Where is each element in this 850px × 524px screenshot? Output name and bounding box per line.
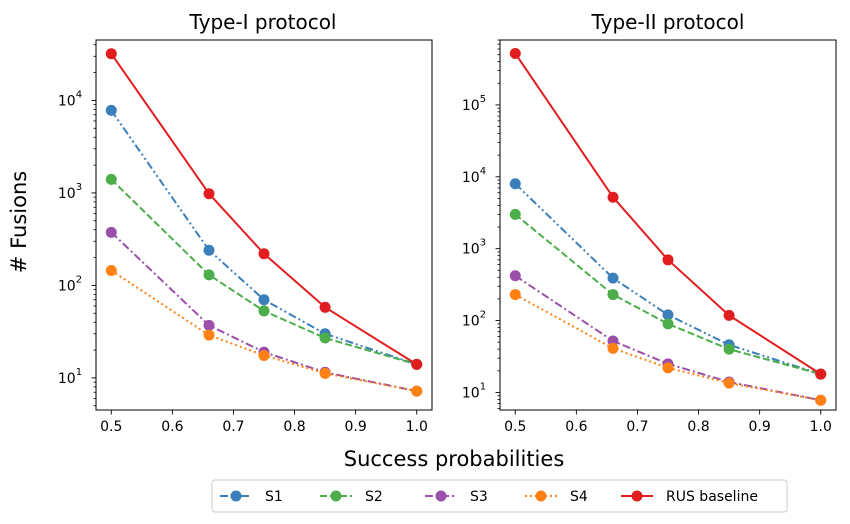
data-point-s2 (319, 332, 331, 344)
panel-type-i: Type-I protocol 101 102 103 104 0.5 0.6 0.7 0.8… (58, 10, 433, 435)
plot-frame (95, 39, 433, 411)
x-tick-label: 0.5 (504, 419, 526, 435)
data-point-s2 (105, 173, 117, 185)
x-tick-label: 0.8 (687, 419, 709, 435)
data-point-s4 (411, 385, 423, 397)
legend-marker-s4 (535, 490, 547, 502)
x-tick-label: 0.9 (749, 419, 771, 435)
data-point-s2 (258, 305, 270, 317)
legend-label-s1: S1 (265, 489, 283, 505)
data-point-rus (203, 188, 215, 200)
data-point-s1 (509, 178, 521, 190)
data-point-rus (258, 248, 270, 260)
x-tick-label: 0.7 (626, 419, 648, 435)
y-tick-label: 101 (58, 367, 82, 387)
legend-label-s3: S3 (470, 489, 488, 505)
data-point-rus (723, 309, 735, 321)
series-line-s4 (110, 269, 417, 393)
y-tick-label: 103 (462, 238, 486, 258)
y-tick-label: 102 (58, 274, 82, 294)
data-point-rus (411, 358, 423, 370)
legend-marker-s3 (435, 490, 447, 502)
x-tick-label: 0.9 (345, 419, 367, 435)
data-point-s2 (509, 208, 521, 220)
x-tick-label: 0.5 (100, 419, 122, 435)
series-line-rus (110, 53, 418, 366)
data-point-rus (319, 301, 331, 313)
data-point-s4 (662, 362, 674, 374)
data-point-rus (105, 48, 117, 60)
y-tick-label: 101 (462, 381, 486, 401)
legend: S1 S2 S3 S4 RUS baseline (211, 479, 788, 513)
data-point-s4 (509, 289, 521, 301)
y-tick-label: 103 (58, 182, 82, 202)
legend-frame (211, 479, 788, 513)
data-point-rus (607, 191, 619, 203)
y-tick-label: 105 (462, 94, 486, 114)
data-point-s4 (105, 264, 117, 276)
data-point-s2 (723, 343, 735, 355)
data-point-s4 (723, 377, 735, 389)
legend-marker-s1 (230, 490, 242, 502)
x-tick-label: 0.6 (565, 419, 587, 435)
data-point-s2 (662, 318, 674, 330)
data-point-s4 (319, 367, 331, 379)
series-line-s3 (514, 274, 821, 402)
data-point-s1 (607, 272, 619, 284)
data-point-rus (509, 47, 521, 59)
data-point-s4 (815, 394, 827, 406)
y-axis-label: # Fusions (7, 171, 31, 273)
legend-label-rus: RUS baseline (666, 489, 758, 505)
series-line-s2 (514, 213, 821, 376)
series-line-s1 (110, 109, 418, 366)
data-point-rus (815, 368, 827, 380)
x-tick-label: 1.0 (810, 419, 832, 435)
data-point-s4 (258, 349, 270, 361)
legend-label-s4: S4 (570, 489, 588, 505)
plot-frame (499, 39, 837, 411)
y-tick-label: 104 (58, 89, 82, 109)
data-point-s1 (662, 309, 674, 321)
x-tick-label: 0.6 (161, 419, 183, 435)
data-point-s2 (607, 289, 619, 301)
data-point-s1 (203, 244, 215, 256)
legend-label-s2: S2 (365, 489, 383, 505)
data-point-s1 (258, 294, 270, 306)
x-tick-label: 1.0 (406, 419, 428, 435)
panel-type-ii: Type-II protocol 101 102 103 104 105 0.5 0.6 0.… (462, 10, 837, 435)
panel-title-type-i: Type-I protocol (189, 10, 337, 34)
data-point-s1 (105, 104, 117, 116)
data-point-s3 (105, 226, 117, 238)
panel-title-type-ii: Type-II protocol (591, 10, 745, 34)
legend-marker-s2 (330, 490, 342, 502)
data-point-s4 (607, 342, 619, 354)
data-point-rus (662, 254, 674, 266)
y-tick-label: 102 (462, 310, 486, 330)
data-point-s4 (203, 329, 215, 341)
data-point-s3 (509, 270, 521, 282)
y-tick-label: 104 (462, 166, 486, 186)
data-point-s3 (203, 319, 215, 331)
x-tick-label: 0.7 (222, 419, 244, 435)
legend-marker-rus (631, 490, 643, 502)
x-axis-label: Success probabilities (344, 447, 565, 471)
data-point-s2 (203, 269, 215, 281)
x-tick-label: 0.8 (283, 419, 305, 435)
